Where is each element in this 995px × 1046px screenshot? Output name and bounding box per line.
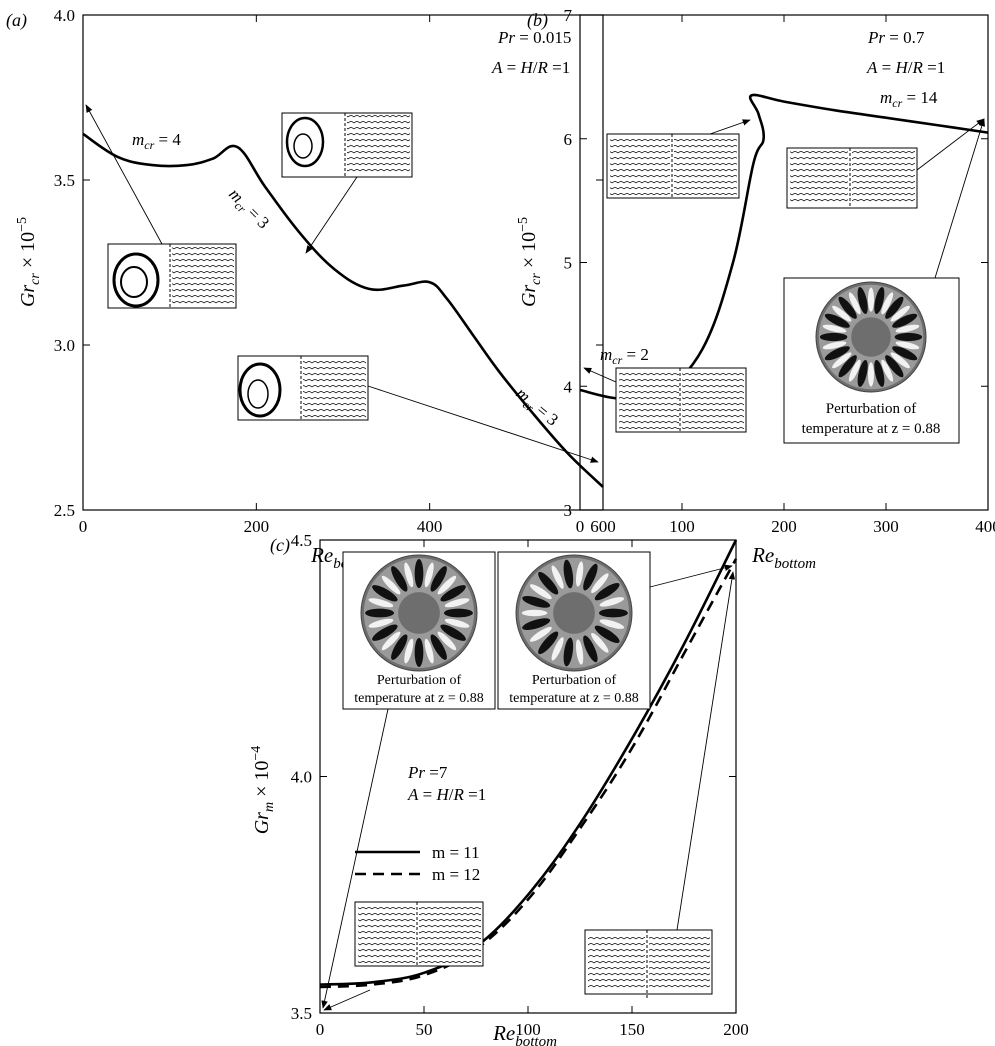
panel-b-inset-flow-1: [606, 133, 740, 199]
svg-text:Grcr × 10−5: Grcr × 10−5: [516, 217, 544, 307]
panel-b-mode-label-2: mcr = 14: [880, 88, 938, 110]
x-tick-label: 100: [515, 1020, 541, 1039]
y-tick-label: 4.0: [291, 768, 312, 787]
panel-a-y-axis-title: Grcr × 10−5: [15, 217, 43, 307]
x-tick-label: 300: [873, 517, 899, 536]
panel-c-arrow-1: [321, 708, 389, 1009]
panel-a-plot-frame: [82, 14, 604, 511]
legend-label-m12: m = 12: [432, 865, 480, 884]
panel-c-series-line-m12: [319, 558, 738, 989]
x-tick-label: 0: [79, 517, 88, 536]
panel-c-legend: m = 11 m = 12: [355, 843, 480, 884]
panel-c-inset1-caption-1: Perturbation of: [377, 673, 462, 688]
panel-c-inset-flow-1: [354, 901, 484, 967]
x-tick-label: 200: [723, 1020, 749, 1039]
panel-a-arrow-3: [367, 385, 599, 463]
panel-b-arrow-4: [583, 367, 617, 383]
y-tick-label: 3: [564, 501, 573, 520]
x-tick-label: 150: [619, 1020, 645, 1039]
panel-c-inset1-caption-2: temperature at z = 0.88: [354, 691, 484, 706]
panel-a-mode-label-2: mcr = 3: [223, 184, 273, 234]
panel-b-arrow-3: [934, 118, 985, 279]
panel-a-inset-flow-2: [281, 112, 413, 178]
panel-b-arrow-1: [709, 119, 751, 135]
x-tick-label: 400: [975, 517, 995, 536]
x-tick-label: 600: [590, 517, 616, 536]
panel-b-ticks: 0 100 200 300 400 3 4 5 6 7: [564, 6, 995, 536]
panel-a-series-line: [82, 132, 604, 488]
panel-a-arrow-2: [305, 176, 358, 254]
panel-b-inset-flow-2: [786, 147, 918, 209]
panel-a-aspect-label: A = H/R =1: [491, 58, 570, 77]
y-tick-label: 4.5: [291, 531, 312, 550]
panel-b-x-axis-title: Rebottom: [751, 543, 816, 572]
y-tick-label: 3.5: [291, 1004, 312, 1023]
panel-a-arrow-1: [85, 104, 163, 245]
panel-a-pr-label: Pr = 0.015: [497, 28, 571, 47]
panel-b-inset-caption-2: temperature at z = 0.88: [802, 421, 941, 437]
panel-a-ticks: 0 200 400 600 2.5 3.0 3.5 4.0: [54, 6, 616, 536]
panel-c-inset2-caption-1: Perturbation of: [532, 673, 617, 688]
y-tick-label: 4.0: [54, 6, 75, 25]
panel-a-inset-flow-1: [107, 243, 237, 309]
y-tick-label: 4: [564, 377, 573, 396]
y-tick-label: 3.5: [54, 171, 75, 190]
panel-a-label: (a): [6, 10, 27, 31]
y-tick-label: 3.0: [54, 336, 75, 355]
svg-text:Grm × 10−4: Grm × 10−4: [249, 746, 277, 835]
panel-c-arrow-3: [323, 989, 371, 1011]
panel-a-mode-label-1: mcr = 4: [132, 130, 181, 152]
legend-label-m11: m = 11: [432, 843, 480, 862]
panel-a-inset-flow-3: [237, 355, 369, 421]
panel-c-label: (c): [270, 535, 290, 556]
panel-b-inset-flow-3: [615, 367, 747, 433]
panel-b-mode-label-1: mcr = 2: [600, 345, 649, 367]
svg-text:Rebottom: Rebottom: [492, 1021, 557, 1046]
panel-b-y-axis-title: Grcr × 10−5: [516, 217, 544, 307]
panel-a-mode-label-3: mcr = 3: [511, 384, 563, 432]
panel-c-chart: (c) 0 50 100 150 200 3.5 4.0 4.5 Grm × 10−4 Reb…: [249, 531, 749, 1046]
panel-c-inset2-caption-2: temperature at z = 0.88: [509, 691, 639, 706]
panel-c-inset-flow-2: [584, 929, 713, 1000]
panel-b-label: (b): [527, 10, 548, 31]
panel-c-x-axis-title: Rebottom: [492, 1021, 557, 1046]
panel-c-y-axis-title: Grm × 10−4: [249, 746, 277, 835]
panel-b-inset-caption-1: Perturbation of: [826, 401, 916, 417]
x-tick-label: 200: [244, 517, 270, 536]
y-tick-label: 2.5: [54, 501, 75, 520]
panel-c-arrow-4: [676, 571, 736, 931]
x-tick-label: 400: [417, 517, 443, 536]
y-tick-label: 6: [564, 130, 573, 149]
x-tick-label: 0: [576, 517, 585, 536]
panel-c-aspect-label: A = H/R =1: [407, 785, 486, 804]
panel-c-arrow-2: [649, 564, 733, 588]
panel-b-inset-temperature: Perturbation of temperature at z = 0.88: [783, 277, 960, 444]
panel-c-ticks: 0 50 100 150 200 3.5 4.0 4.5: [291, 531, 749, 1039]
panel-b-chart: (b) 0 100 200 300 400 3 4 5 6 7 Grcr × 10−5 Rebot…: [516, 6, 995, 572]
x-tick-label: 0: [316, 1020, 325, 1039]
svg-text:Rebottom: Rebottom: [751, 543, 816, 572]
y-tick-label: 7: [564, 6, 573, 25]
x-tick-label: 50: [416, 1020, 433, 1039]
panel-c-inset-temperature-1: Perturbation of temperature at z = 0.88: [342, 551, 496, 710]
y-tick-label: 5: [564, 254, 573, 273]
panel-c-series-line-m11: [319, 539, 738, 986]
x-tick-label: 100: [669, 517, 695, 536]
svg-text:Grcr × 10−5: Grcr × 10−5: [15, 217, 43, 307]
panel-c-pr-label: Pr =7: [407, 763, 448, 782]
x-tick-label: 200: [771, 517, 797, 536]
panel-c-inset-temperature-2: Perturbation of temperature at z = 0.88: [497, 551, 651, 710]
panel-b-aspect-label: A = H/R =1: [866, 58, 945, 77]
panel-b-arrow-2: [916, 118, 985, 171]
panel-b-pr-label: Pr = 0.7: [867, 28, 925, 47]
